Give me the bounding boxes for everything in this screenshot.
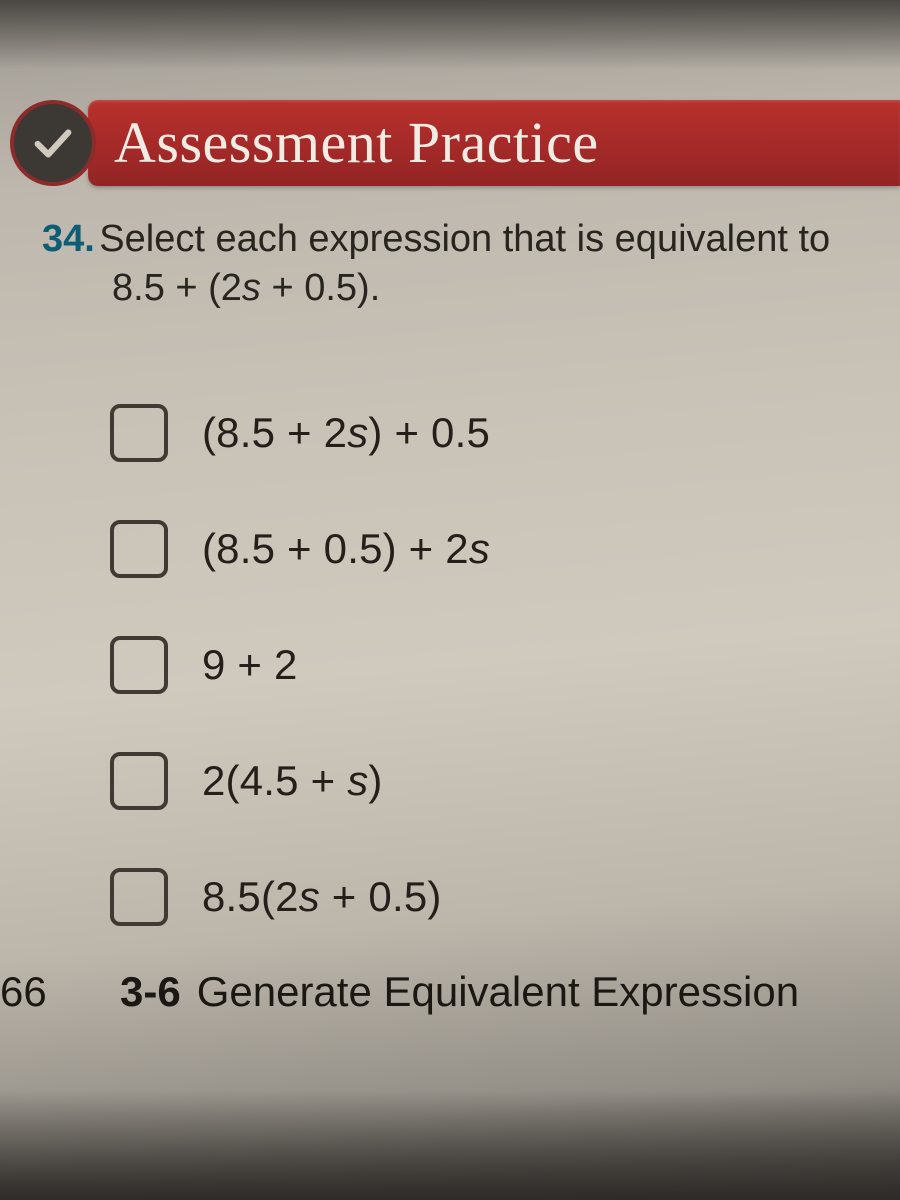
checkbox[interactable] [110,520,168,578]
checkbox[interactable] [110,636,168,694]
question-expr-prefix: 8.5 + (2 [112,267,242,309]
option-suffix: ) + 0.5 [368,409,490,456]
option-prefix: (8.5 + 2 [202,409,347,456]
option-row: 9 + 2 [110,607,900,723]
question-text-line1: Select each expression that is equivalen… [99,218,830,260]
textbook-page: Assessment Practice 34. Select each expr… [0,0,900,1200]
option-var: s [469,525,490,572]
option-label: 2(4.5 + s) [202,757,383,805]
vignette-bottom [0,1090,900,1200]
option-var: s [299,873,320,920]
question-line1: 34. Select each expression that is equiv… [42,218,900,261]
question-line2: 8.5 + (2s + 0.5). [42,267,900,310]
footer-section: 3-6 [120,968,181,1016]
option-prefix: 2(4.5 + [202,757,347,804]
option-suffix: ) [368,757,382,804]
vignette-top [0,0,900,70]
page-number: 66 [0,968,80,1016]
question-block: 34. Select each expression that is equiv… [42,218,900,310]
banner-title: Assessment Practice [114,109,599,176]
question-number: 34. [42,218,95,260]
option-label: 8.5(2s + 0.5) [202,873,442,921]
option-row: 2(4.5 + s) [110,723,900,839]
question-expr-var: s [242,267,261,309]
option-label: 9 + 2 [202,641,298,689]
option-label: (8.5 + 0.5) + 2s [202,525,490,573]
option-var: s [347,757,368,804]
checkmark-icon [30,120,76,166]
banner-bar: Assessment Practice [88,100,900,186]
option-row: (8.5 + 2s) + 0.5 [110,375,900,491]
options-list: (8.5 + 2s) + 0.5 (8.5 + 0.5) + 2s 9 + 2 … [110,375,900,955]
option-row: 8.5(2s + 0.5) [110,839,900,955]
option-var: s [347,409,368,456]
option-prefix: (8.5 + 0.5) + 2 [202,525,469,572]
option-row: (8.5 + 0.5) + 2s [110,491,900,607]
footer-title: Generate Equivalent Expression [197,968,799,1016]
assessment-banner: Assessment Practice [10,90,900,195]
checkbox[interactable] [110,868,168,926]
option-label: (8.5 + 2s) + 0.5 [202,409,490,457]
checkbox[interactable] [110,752,168,810]
question-expr-suffix: + 0.5). [261,267,380,309]
checkmark-badge [10,100,96,186]
option-prefix: 8.5(2 [202,873,299,920]
checkbox[interactable] [110,404,168,462]
page-footer: 66 3-6 Generate Equivalent Expression [0,968,900,1016]
option-prefix: 9 + 2 [202,641,298,688]
option-suffix: + 0.5) [320,873,442,920]
